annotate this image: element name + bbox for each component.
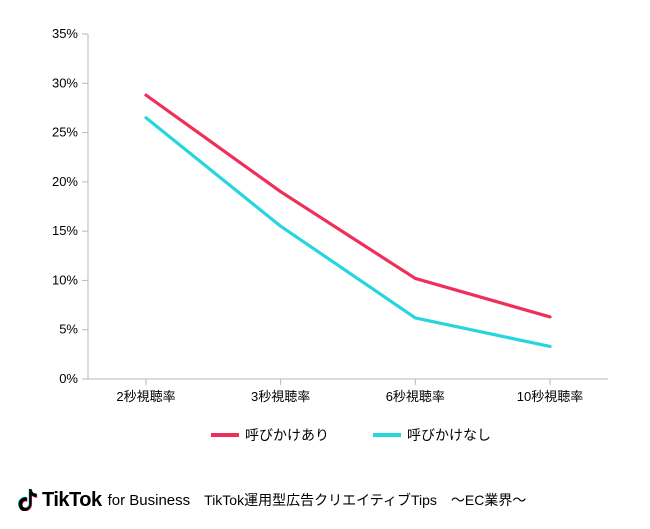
x-tick-label: 6秒視聴率 bbox=[386, 389, 445, 404]
legend-label: 呼びかけなし bbox=[407, 427, 491, 443]
legend-swatch bbox=[211, 433, 239, 437]
y-tick-label: 35% bbox=[52, 28, 78, 41]
tiktok-note-icon bbox=[18, 489, 38, 511]
x-tick-label: 10秒視聴率 bbox=[517, 389, 583, 404]
footer: TikTok for Business TikTok運用型広告クリエイティブTi… bbox=[0, 481, 650, 519]
legend-swatch bbox=[373, 433, 401, 437]
legend-label: 呼びかけあり bbox=[245, 427, 329, 443]
y-tick-label: 0% bbox=[59, 371, 78, 386]
brand-logo: TikTok for Business bbox=[18, 489, 190, 512]
y-tick-label: 25% bbox=[52, 125, 78, 140]
y-tick-label: 10% bbox=[52, 272, 78, 287]
y-tick-label: 20% bbox=[52, 174, 78, 189]
y-tick-label: 30% bbox=[52, 75, 78, 90]
chart-svg: 0% 5% 10% 15% 20% 25% 30% 35% 2秒視聴率 3秒視聴率 6秒視聴率 10秒… bbox=[40, 28, 620, 458]
chart-stage: 0% 5% 10% 15% 20% 25% 30% 35% 2秒視聴率 3秒視聴率 6秒視聴率 10秒… bbox=[0, 0, 650, 529]
y-tick-label: 5% bbox=[59, 322, 78, 337]
x-tick-label: 3秒視聴率 bbox=[251, 389, 310, 404]
brand-main-text: TikTok bbox=[42, 489, 102, 512]
footer-caption: TikTok運用型広告クリエイティブTips 〜EC業界〜 bbox=[204, 490, 526, 510]
y-tick-label: 15% bbox=[52, 223, 78, 238]
line-chart: 0% 5% 10% 15% 20% 25% 30% 35% 2秒視聴率 3秒視聴率 6秒視聴率 10秒… bbox=[40, 28, 620, 458]
series-line bbox=[146, 118, 550, 347]
x-tick-label: 2秒視聴率 bbox=[116, 389, 175, 404]
brand-sub-text: for Business bbox=[108, 492, 191, 509]
series-line bbox=[146, 95, 550, 317]
